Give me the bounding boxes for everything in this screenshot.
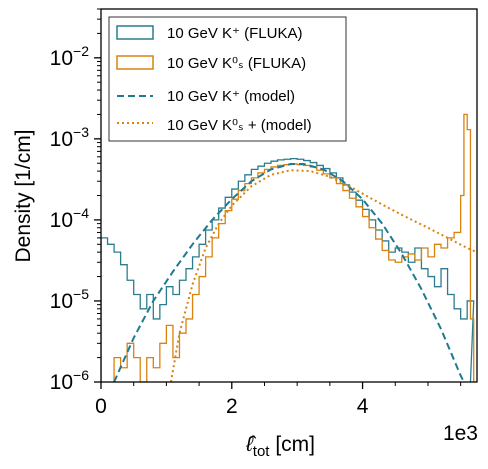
legend-label: 10 GeV K⁺ (model) <box>167 88 295 105</box>
ticks-layer: 0 2 4 10−6 10−5 10−4 10−3 10−2 <box>50 8 462 418</box>
series-layer <box>101 113 477 382</box>
x-axis-label-sub: tot <box>253 443 271 460</box>
series-line-1 <box>101 157 475 382</box>
legend-entry-kplus-model: 10 GeV K⁺ (model) <box>117 88 295 105</box>
y-tick-label: 10−3 <box>50 124 90 151</box>
legend-swatch-step <box>116 25 154 40</box>
y-axis-label: Density [1/cm] <box>12 129 35 262</box>
x-multiplier: 1e3 <box>443 422 478 445</box>
y-tick-label: 10−5 <box>50 286 90 313</box>
legend-swatch-step <box>116 55 154 70</box>
y-tick-label: 10−2 <box>50 43 90 70</box>
x-axis-label-unit: [cm] <box>269 433 315 456</box>
x-axis-label: ℓ̂tot [cm] <box>245 433 315 460</box>
x-axis-label-main: ℓ̂ <box>245 433 257 456</box>
legend-entry-ks-model: 10 GeV K⁰ₛ + (model) <box>117 117 312 134</box>
series-line-3 <box>113 162 465 382</box>
x-tick-label: 2 <box>226 395 238 418</box>
legend-label: 10 GeV K⁺ (FLUKA) <box>167 25 302 42</box>
x-tick-label: 4 <box>357 395 369 418</box>
legend-entry-kplus-fluka: 10 GeV K⁺ (FLUKA) <box>116 25 302 42</box>
legend-box <box>108 16 347 142</box>
legend-entry-ks-fluka: 10 GeV K⁰ₛ (FLUKA) <box>116 55 306 72</box>
legend-label: 10 GeV K⁰ₛ + (model) <box>167 117 312 134</box>
legend: 10 GeV K⁺ (FLUKA) 10 GeV K⁰ₛ (FLUKA) 10 … <box>108 16 347 142</box>
x-tick-label: 0 <box>95 395 107 418</box>
y-tick-label: 10−4 <box>50 205 90 232</box>
y-tick-label: 10−6 <box>50 367 90 394</box>
legend-label: 10 GeV K⁰ₛ (FLUKA) <box>167 55 306 72</box>
